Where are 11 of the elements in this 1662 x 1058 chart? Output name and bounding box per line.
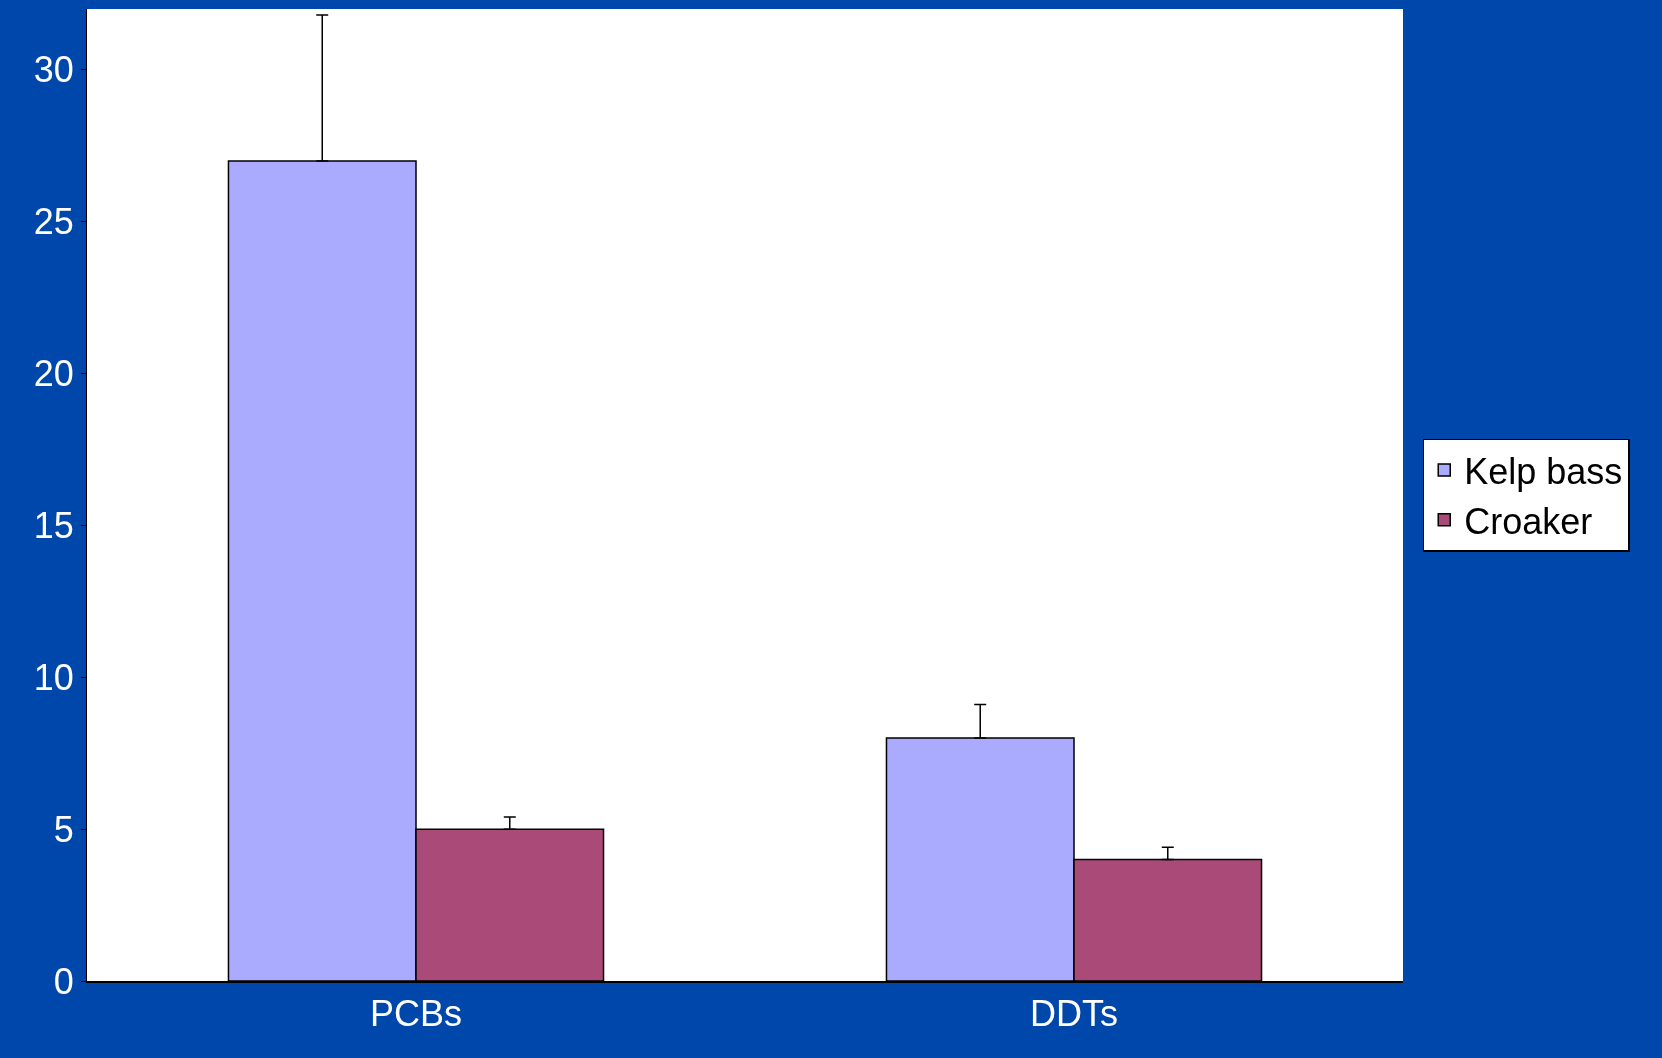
legend-label: Kelp bass (1464, 450, 1623, 492)
legend-label: Croaker (1464, 500, 1593, 542)
y-tick-label: 30 (33, 49, 74, 91)
y-tick-label: 15 (33, 504, 74, 546)
y-tick-label: 25 (33, 201, 74, 243)
x-tick-label: PCBs (369, 992, 463, 1034)
x-tick-label: DDTs (1030, 992, 1118, 1034)
y-tick-label: 10 (33, 656, 74, 698)
y-tick-label: 20 (33, 353, 74, 395)
y-tick-label: 5 (53, 808, 74, 850)
y-tick-label: 0 (53, 960, 74, 1002)
